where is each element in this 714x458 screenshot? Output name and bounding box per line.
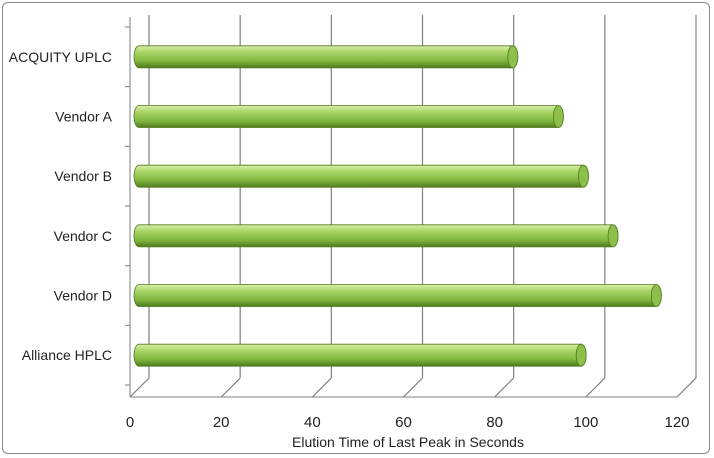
category-label: Vendor A: [55, 109, 112, 125]
category-label: Vendor B: [54, 168, 112, 184]
bar-vendor-d: [133, 284, 662, 307]
bar-body: [133, 284, 662, 307]
floor-diagonal-20: [220, 377, 241, 398]
grid-layer: [125, 15, 697, 398]
bar-end-cap: [578, 164, 589, 188]
floor-diagonal-40: [311, 377, 332, 398]
bar-end-cap: [507, 45, 519, 69]
bar-vendor-b: [133, 164, 589, 188]
x-axis-title: Elution Time of Last Peak in Seconds: [292, 434, 524, 450]
x-tick-label: 20: [213, 414, 230, 431]
label-layer: 0 20 40 60 80 100 120 ACQUITY UPLC Vendor A Vendo…: [9, 49, 690, 431]
bar-vendor-c: [133, 224, 619, 248]
x-tick-label: 120: [664, 414, 689, 431]
category-label: Alliance HPLC: [22, 347, 112, 363]
bar-vendor-a: [133, 105, 564, 128]
bar-body: [133, 45, 519, 69]
x-tick-label: 0: [126, 414, 134, 431]
floor-diagonal-60: [403, 377, 423, 398]
floor-diagonal-80: [494, 377, 515, 398]
category-label: ACQUITY UPLC: [9, 49, 112, 65]
x-tick-label: 100: [573, 414, 598, 431]
bar-end-cap: [552, 105, 564, 128]
bar-end-cap: [650, 284, 662, 307]
bar-body: [133, 164, 589, 188]
bar-end-cap: [575, 343, 587, 367]
x-tick-label: 40: [304, 414, 321, 431]
bar-acquity-uplc: [133, 45, 519, 69]
bar-body: [133, 105, 564, 128]
category-label: Vendor C: [54, 228, 112, 244]
floor-diagonal-120: [676, 377, 697, 398]
bar-body: [133, 224, 619, 248]
bar-alliance-hplc: [133, 343, 587, 367]
bar-body: [133, 343, 587, 367]
floor-diagonal-100: [585, 377, 606, 398]
x-tick-label: 80: [486, 414, 503, 431]
floor-diagonal-0: [129, 377, 150, 398]
category-label: Vendor D: [54, 288, 112, 304]
bar-end-cap: [607, 224, 619, 248]
x-tick-label: 60: [395, 414, 412, 431]
bar-layer: [133, 45, 662, 367]
